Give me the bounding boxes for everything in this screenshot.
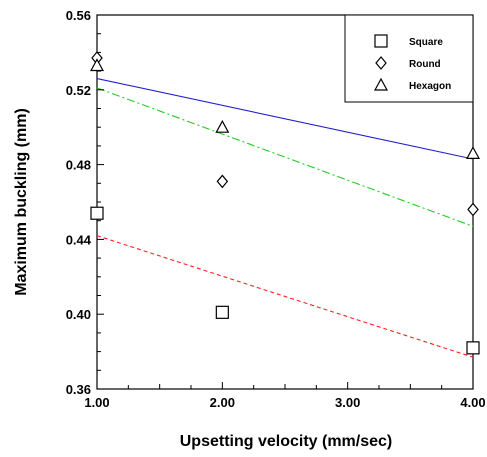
data-markers <box>89 51 481 355</box>
x-tick-label: 2.00 <box>210 395 235 410</box>
x-tick-label: 3.00 <box>335 395 360 410</box>
y-tick-label: 0.56 <box>66 8 91 23</box>
legend: Square Round Hexagon <box>344 14 474 103</box>
tick-labels: 1.00 2.00 3.00 4.00 0.36 0.40 0.44 0.48 0.52 0.56 <box>66 8 486 410</box>
y-tick-label: 0.40 <box>66 307 91 322</box>
y-tick-label: 0.48 <box>66 158 91 173</box>
data-point-round <box>467 202 479 217</box>
data-point-round <box>216 174 229 189</box>
legend-label-round: Round <box>409 59 441 70</box>
data-point-hexagon <box>89 58 105 72</box>
x-tick-label: 4.00 <box>460 395 485 410</box>
legend-label-square: Square <box>409 37 443 48</box>
trend-line-hexagon <box>96 78 474 160</box>
data-point-square <box>466 341 480 355</box>
y-tick-label: 0.44 <box>66 232 92 247</box>
legend-marker-square <box>374 34 388 48</box>
legend-marker-hexagon <box>373 77 389 91</box>
y-tick-label: 0.36 <box>66 382 91 397</box>
data-point-hexagon <box>215 119 230 133</box>
x-axis-label: Upsetting velocity (mm/sec) <box>180 433 393 450</box>
legend-label-hexagon: Hexagon <box>409 81 451 92</box>
trend-line-round <box>96 87 474 227</box>
y-tick-label: 0.52 <box>66 83 91 98</box>
axis-ticks <box>96 14 474 390</box>
data-point-square <box>90 206 104 220</box>
trend-lines <box>96 78 474 358</box>
x-tick-label: 1.00 <box>84 395 109 410</box>
data-point-hexagon <box>465 146 481 159</box>
legend-box <box>344 14 474 103</box>
data-point-square <box>215 305 229 319</box>
trend-line-square <box>96 235 474 358</box>
legend-marker-round <box>375 56 387 70</box>
y-axis-label: Maximum buckling (mm) <box>13 108 30 296</box>
